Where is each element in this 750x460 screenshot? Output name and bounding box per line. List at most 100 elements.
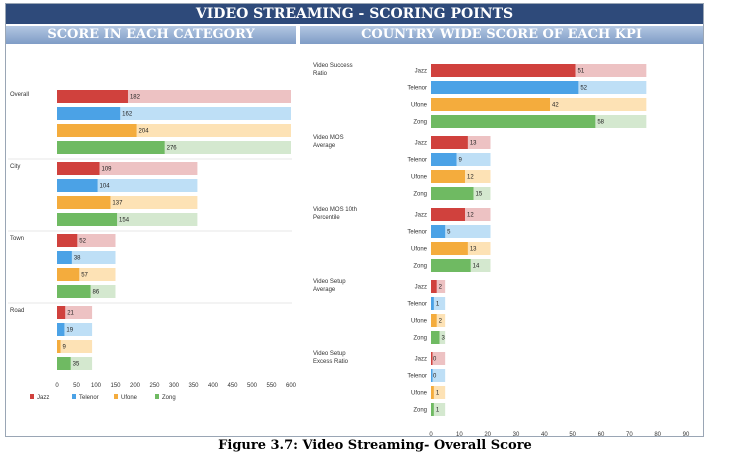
- kpi-label-video-setup-excess-ratio: Video Setup Excess Ratio: [313, 351, 349, 365]
- bar-video-setup-excess-ratio-zong: [431, 403, 434, 416]
- operator-label-zong: Zong: [413, 120, 427, 126]
- data-label-road-zong: 35: [73, 362, 80, 368]
- x-tick-label: 30: [513, 432, 520, 438]
- legend-label-telenor: Telenor: [79, 395, 99, 401]
- bar-bg-road-telenor: [57, 323, 93, 336]
- x-tick-label: 200: [130, 383, 141, 389]
- x-tick-label: 20: [484, 432, 491, 438]
- data-label-town-zong: 86: [93, 290, 100, 296]
- operator-label-jazz: Jazz: [415, 69, 427, 75]
- legend-label-zong: Zong: [162, 395, 176, 401]
- kpi-label-video-mos-10th-percentile: Video MOS 10th Percentile: [313, 207, 357, 221]
- bar-video-mos-average-telenor: [431, 153, 457, 166]
- bar-road-zong: [57, 357, 71, 370]
- bar-video-success-ratio-jazz: [431, 64, 576, 77]
- data-label-video-mos-10th-percentile-telenor: 5: [447, 230, 451, 236]
- x-tick-label: 400: [208, 383, 219, 389]
- bar-town-ufone: [57, 268, 80, 281]
- bar-town-telenor: [57, 251, 72, 264]
- bar-bg-video-setup-excess-ratio-ufone: [431, 386, 446, 399]
- data-label-city-zong: 154: [119, 218, 130, 224]
- data-label-video-setup-excess-ratio-zong: 1: [436, 408, 440, 414]
- bar-video-mos-average-ufone: [431, 170, 465, 183]
- bar-video-setup-excess-ratio-ufone: [431, 386, 434, 399]
- data-label-city-jazz: 109: [102, 167, 113, 173]
- x-tick-label: 70: [626, 432, 633, 438]
- x-tick-label: 50: [569, 432, 576, 438]
- operator-label-telenor: Telenor: [407, 230, 427, 236]
- data-label-video-mos-10th-percentile-jazz: 12: [467, 213, 474, 219]
- bar-video-setup-average-ufone: [431, 314, 437, 327]
- operator-label-ufone: Ufone: [411, 175, 428, 181]
- bar-city-ufone: [57, 196, 111, 209]
- x-tick-label: 100: [91, 383, 102, 389]
- bar-video-setup-average-zong: [431, 331, 440, 344]
- operator-label-zong: Zong: [413, 408, 427, 414]
- operator-label-zong: Zong: [413, 192, 427, 198]
- data-label-road-jazz: 21: [67, 311, 74, 317]
- bar-overall-jazz: [57, 90, 128, 103]
- bar-bg-video-setup-average-telenor: [431, 297, 446, 310]
- left-panel-title: SCORE IN EACH CATEGORY: [6, 26, 296, 44]
- operator-label-telenor: Telenor: [407, 374, 427, 380]
- data-label-overall-jazz: 182: [130, 95, 141, 101]
- data-label-video-setup-average-telenor: 1: [436, 302, 440, 308]
- bar-bg-road-ufone: [57, 340, 93, 353]
- bar-overall-ufone: [57, 124, 137, 137]
- x-tick-label: 90: [683, 432, 690, 438]
- data-label-city-ufone: 137: [112, 201, 123, 207]
- operator-label-telenor: Telenor: [407, 302, 427, 308]
- data-label-video-mos-10th-percentile-zong: 14: [473, 264, 480, 270]
- x-tick-label: 80: [654, 432, 661, 438]
- operator-label-ufone: Ufone: [411, 247, 428, 253]
- right-panel-title: COUNTRY WIDE SCORE OF EACH KPI: [300, 26, 703, 44]
- x-tick-label: 10: [456, 432, 463, 438]
- bar-video-success-ratio-ufone: [431, 98, 550, 111]
- bar-video-setup-excess-ratio-telenor: [431, 369, 433, 382]
- bar-city-telenor: [57, 179, 98, 192]
- data-label-video-mos-average-ufone: 12: [467, 175, 474, 181]
- x-tick-label: 50: [73, 383, 80, 389]
- x-tick-label: 0: [55, 383, 59, 389]
- operator-label-zong: Zong: [413, 264, 427, 270]
- data-label-video-mos-average-telenor: 9: [459, 158, 463, 164]
- bar-video-success-ratio-zong: [431, 115, 596, 128]
- bar-road-jazz: [57, 306, 66, 319]
- bar-road-ufone: [57, 340, 61, 353]
- bar-video-success-ratio-telenor: [431, 81, 579, 94]
- x-tick-label: 250: [149, 383, 160, 389]
- data-label-video-success-ratio-zong: 58: [597, 120, 604, 126]
- data-label-overall-zong: 276: [167, 146, 178, 152]
- figure-caption: Figure 3.7: Video Streaming- Overall Sco…: [218, 438, 532, 453]
- bar-town-zong: [57, 285, 91, 298]
- legend-swatch-telenor: [72, 394, 76, 399]
- data-label-video-setup-average-ufone: 2: [439, 319, 443, 325]
- main-title: VIDEO STREAMING - SCORING POINTS: [6, 4, 703, 24]
- operator-label-jazz: Jazz: [415, 357, 427, 363]
- bar-town-jazz: [57, 234, 78, 247]
- data-label-video-mos-average-zong: 15: [476, 192, 483, 198]
- data-label-video-success-ratio-telenor: 52: [580, 86, 587, 92]
- x-tick-label: 60: [598, 432, 605, 438]
- bar-video-setup-excess-ratio-jazz: [431, 352, 433, 365]
- bar-bg-video-setup-excess-ratio-zong: [431, 403, 446, 416]
- category-label-overall: Overall: [10, 92, 29, 98]
- bar-bg-road-jazz: [57, 306, 93, 319]
- kpi-label-video-setup-average: Video Setup Average: [313, 279, 346, 293]
- operator-label-jazz: Jazz: [415, 285, 427, 291]
- bar-video-setup-average-jazz: [431, 280, 437, 293]
- bar-city-jazz: [57, 162, 100, 175]
- bar-bg-video-setup-excess-ratio-telenor: [431, 369, 446, 382]
- data-label-overall-ufone: 204: [139, 129, 150, 135]
- bar-video-setup-average-telenor: [431, 297, 434, 310]
- bar-road-telenor: [57, 323, 65, 336]
- bar-bg-video-setup-excess-ratio-jazz: [431, 352, 446, 365]
- bar-video-mos-10th-percentile-ufone: [431, 242, 468, 255]
- bar-overall-zong: [57, 141, 165, 154]
- data-label-town-ufone: 57: [81, 273, 88, 279]
- legend-label-jazz: Jazz: [37, 395, 49, 401]
- data-label-video-success-ratio-ufone: 42: [552, 103, 559, 109]
- x-tick-label: 450: [227, 383, 238, 389]
- bar-city-zong: [57, 213, 118, 226]
